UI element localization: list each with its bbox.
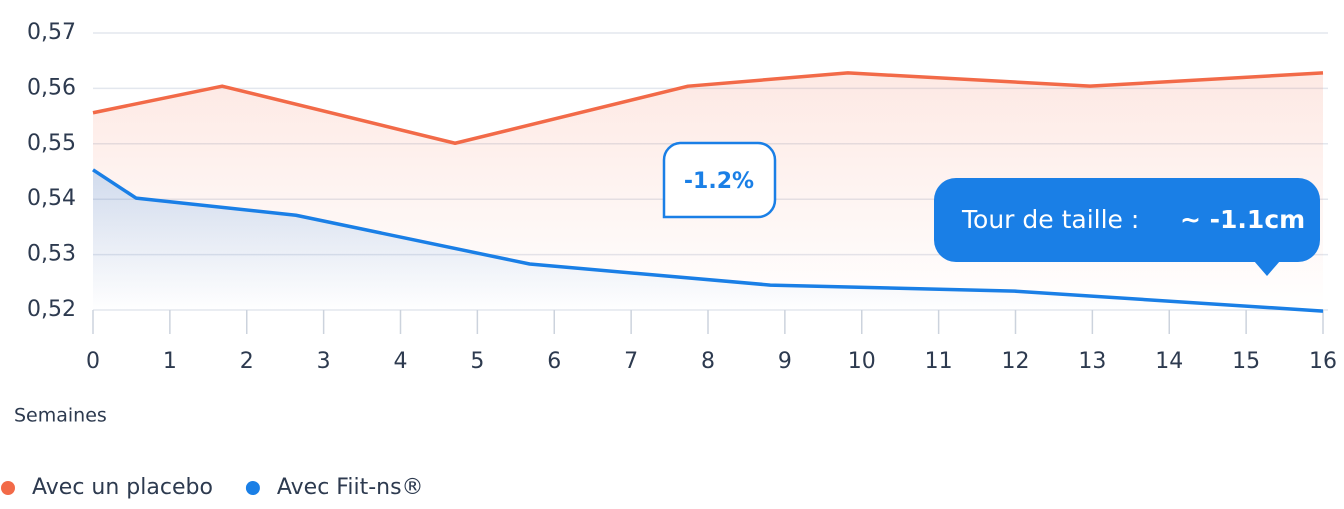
line	[92, 71, 1324, 145]
x-tick-label: 7	[624, 349, 638, 374]
x-tick-label: 14	[1155, 349, 1183, 374]
y-tick-label: 0,54	[27, 186, 76, 211]
legend-label: Avec Fiit-ns®	[277, 475, 424, 500]
x-tick-label: 2	[240, 349, 254, 374]
x-tick-label: 5	[470, 349, 484, 374]
area	[93, 169, 1323, 312]
difference-box	[662, 141, 777, 219]
legend-label: Avec un placebo	[32, 475, 213, 500]
line	[92, 168, 1324, 313]
x-tick-label: 9	[778, 349, 792, 374]
legend-marker	[1, 481, 15, 495]
x-tick-label: 1	[163, 349, 177, 374]
tooltip-value: ~ -1.1cm	[1180, 205, 1305, 234]
y-tick-label: 0,56	[27, 75, 76, 100]
y-tick-label: 0,53	[27, 242, 76, 267]
y-tick-label: 0,52	[27, 297, 76, 322]
y-tick-label: 0,57	[27, 20, 76, 45]
x-tick-label: 12	[1002, 349, 1030, 374]
x-tick-label: 13	[1078, 349, 1106, 374]
x-tick-label: 4	[394, 349, 408, 374]
difference-label: -1.2%	[684, 169, 754, 194]
legend-marker	[245, 481, 260, 495]
x-tick-label: 11	[925, 349, 953, 374]
x-tick-label: 0	[86, 349, 100, 374]
x-tick-label: 3	[317, 349, 331, 374]
tooltip-label: Tour de taille :	[961, 205, 1139, 234]
x-tick-label: 6	[547, 349, 561, 374]
x-tick-label: 10	[848, 349, 876, 374]
x-tick-label: 16	[1309, 349, 1337, 374]
y-tick-label: 0,55	[27, 131, 76, 156]
x-axis-label: Semaines	[14, 405, 107, 427]
x-tick-label: 15	[1232, 349, 1260, 374]
x-tick-label: 8	[701, 349, 715, 374]
tooltip	[934, 178, 1320, 262]
tooltip-pointer	[1254, 261, 1280, 276]
